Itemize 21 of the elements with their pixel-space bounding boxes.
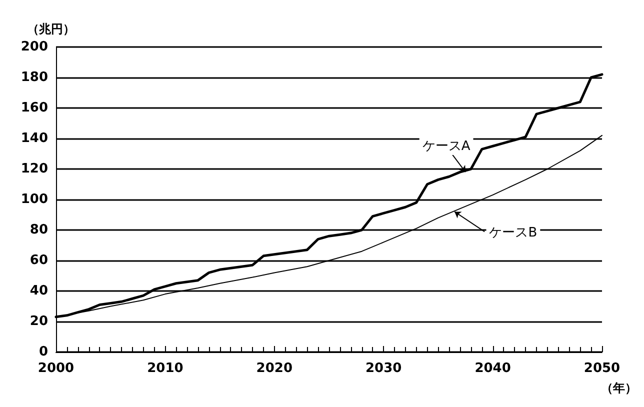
x-tick-label: 2030 [366, 361, 402, 376]
y-tick-label: 140 [20, 131, 48, 146]
y-tick-label: 80 [30, 222, 48, 238]
y-tick-label: 0 [38, 344, 48, 360]
x-axis-title: （年） [601, 381, 637, 395]
x-tick-label: 2020 [256, 361, 292, 376]
x-tick-label: 2010 [147, 361, 184, 376]
y-axis-title: （兆円） [27, 22, 75, 36]
y-tick-label: 160 [20, 100, 48, 116]
y-tick-label: 100 [20, 192, 48, 207]
y-tick-label: 60 [30, 253, 48, 268]
x-tick-label: 2000 [38, 361, 74, 376]
y-tick-label: 40 [30, 284, 48, 298]
y-tick-label: 20 [30, 314, 48, 329]
y-tick-label: 200 [20, 40, 48, 54]
x-tick-label: 2050 [584, 361, 620, 376]
x-tick-label: 2040 [474, 361, 511, 376]
y-tick-label: 120 [20, 162, 48, 176]
y-tick-label: 180 [20, 70, 48, 85]
annotation: ケースB [489, 225, 538, 240]
annotation: ケースA [422, 138, 470, 154]
